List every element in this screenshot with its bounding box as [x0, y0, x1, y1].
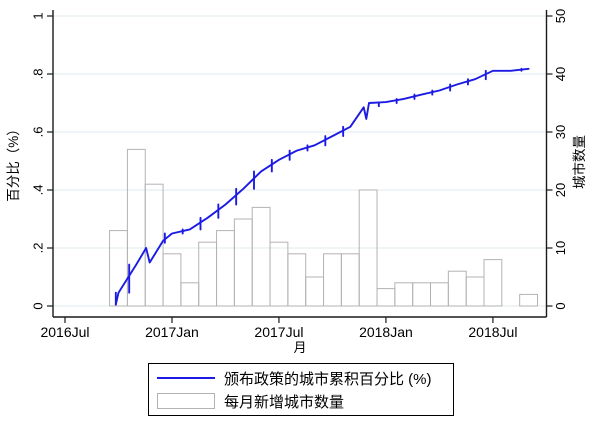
legend-row-bar: 每月新增城市数量 — [157, 391, 453, 411]
bar-month-2017m7 — [269, 241, 289, 307]
left-tick-label: .4 — [30, 185, 45, 196]
bar-month-2018m1 — [376, 288, 396, 307]
x-tick-label: 2018Jan — [359, 324, 413, 340]
right-tick-label: 20 — [553, 183, 568, 197]
bar-month-2017m5 — [233, 218, 253, 307]
left-tick-label: 0 — [30, 302, 45, 309]
right-tick-label: 10 — [553, 241, 568, 255]
x-tick-label: 2017Jan — [145, 324, 199, 340]
bar-month-2018m9 — [519, 293, 538, 307]
bar-month-2018m5 — [447, 270, 467, 307]
bar-month-2018m6 — [465, 276, 485, 307]
legend-bar-label: 每月新增城市数量 — [224, 393, 345, 411]
right-tick-label: 0 — [553, 302, 568, 309]
right-tick-label: 50 — [553, 9, 568, 23]
right-y-axis-title: 城市数量 — [572, 135, 587, 189]
bar-month-2018m3 — [412, 282, 432, 307]
bar-month-2017m1 — [162, 253, 182, 307]
x-tick-label: 2017Jul — [254, 324, 303, 340]
bar-month-2017m3 — [198, 241, 218, 307]
right-tick-label: 40 — [553, 67, 568, 81]
x-tick-label: 2018Jul — [468, 324, 517, 340]
legend-line-label: 颁布政策的城市累积百分比 (%) — [224, 370, 432, 388]
bar-month-2017m6 — [251, 206, 271, 307]
cumulative-line — [114, 67, 530, 306]
bar-month-2017m4 — [216, 230, 235, 307]
bar-month-2016m12 — [144, 183, 164, 307]
left-y-axis-title: 百分比（%） — [6, 122, 21, 202]
left-tick-label: .6 — [30, 127, 45, 138]
x-axis-title: 月 — [293, 340, 307, 355]
bar-month-2018m2 — [394, 282, 414, 307]
left-tick-label: 1 — [30, 12, 45, 19]
bar-month-2017m2 — [180, 282, 200, 307]
left-tick-label: .8 — [30, 69, 45, 80]
legend: 颁布政策的城市累积百分比 (%) 每月新增城市数量 — [148, 363, 454, 416]
bar-swatch-icon — [157, 393, 215, 409]
bar-month-2018m7 — [483, 259, 503, 307]
bar-month-2017m8 — [287, 253, 307, 307]
bar-month-2017m9 — [305, 276, 325, 307]
legend-bar-swatch-box — [157, 393, 215, 409]
x-tick-label: 2016Jul — [40, 324, 89, 340]
line-swatch-icon — [157, 377, 215, 379]
bar-month-2017m10 — [323, 253, 342, 307]
left-tick-label: .2 — [30, 243, 45, 254]
bar-month-2018m4 — [430, 282, 449, 307]
legend-row-line: 颁布政策的城市累积百分比 (%) — [157, 368, 453, 388]
bar-month-2017m12 — [358, 189, 378, 307]
right-tick-label: 30 — [553, 125, 568, 139]
bar-month-2017m11 — [340, 253, 360, 307]
legend-line-swatch-box — [157, 377, 215, 379]
